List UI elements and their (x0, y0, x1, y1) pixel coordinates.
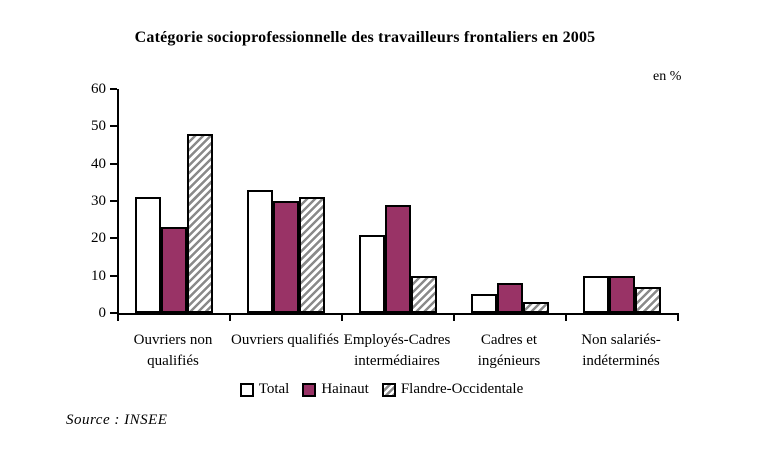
legend-swatch-white (239, 382, 254, 397)
x-tick-mark-2 (341, 315, 343, 321)
legend-item-flandre-occidentale: Flandre-Occidentale (381, 381, 524, 398)
legend-label: Flandre-Occidentale (400, 381, 524, 397)
bar-hainaut-group-5 (609, 276, 635, 313)
legend-label: Hainaut (321, 381, 369, 397)
legend-swatch-solid-plum (302, 382, 317, 397)
y-tick-label-40: 40 (91, 155, 106, 172)
y-tick-label-10: 10 (91, 267, 106, 284)
x-category-label-4: Cadres et ingénieurs (477, 332, 541, 369)
legend-label: Total (258, 381, 290, 397)
x-tick-mark-0 (117, 315, 119, 321)
y-tick-mark-50 (110, 125, 117, 128)
bar-total-group-3 (359, 235, 385, 313)
bar-hainaut-group-1 (161, 227, 187, 313)
bar-flandre-occidentale-group-3 (411, 276, 437, 313)
legend: Total Hainaut Flandre-Occidentale (0, 381, 763, 398)
x-tick-mark-4 (565, 315, 567, 321)
y-tick-label-60: 60 (91, 81, 106, 97)
y-tick-label-0: 0 (98, 305, 107, 321)
chart-title: Catégorie socioprofessionnelle des trava… (134, 29, 596, 46)
legend-item-hainaut: Hainaut (302, 381, 369, 398)
y-tick-label-50: 50 (91, 118, 106, 135)
y-tick-mark-40 (110, 162, 117, 165)
plot-area (117, 89, 679, 315)
x-category-label-2: Ouvriers qualifiés (231, 332, 339, 348)
y-tick-label-30: 30 (91, 193, 106, 209)
y-tick-mark-30 (110, 200, 117, 202)
bar-total-group-1 (135, 197, 161, 313)
unit-label: en % (653, 69, 682, 84)
y-tick-mark-10 (110, 274, 117, 277)
x-tick-mark-3 (453, 315, 455, 321)
bar-flandre-occidentale-group-1 (187, 134, 213, 313)
x-category-label-1: Ouvriers non qualifiés (133, 332, 213, 369)
bar-hainaut-group-3 (385, 205, 411, 313)
legend-item-total: Total (239, 381, 290, 398)
y-tick-mark-0 (110, 312, 117, 314)
bar-flandre-occidentale-group-4 (523, 302, 549, 313)
x-tick-mark-5 (677, 315, 679, 321)
bar-hainaut-group-4 (497, 283, 523, 313)
legend-swatch-hatched (381, 382, 396, 397)
bar-hainaut-group-2 (273, 201, 299, 313)
source-note: Source : INSEE (66, 412, 168, 428)
y-tick-label-20: 20 (91, 230, 106, 247)
y-tick-mark-60 (110, 88, 117, 90)
x-category-label-3: Employés-Cadres intermédiaires (343, 332, 451, 369)
x-tick-mark-1 (229, 315, 231, 321)
bar-total-group-2 (247, 190, 273, 313)
bar-flandre-occidentale-group-2 (299, 197, 325, 313)
y-tick-mark-20 (110, 237, 117, 240)
bar-total-group-5 (583, 276, 609, 313)
bar-total-group-4 (471, 294, 497, 313)
bar-flandre-occidentale-group-5 (635, 287, 661, 313)
x-category-label-5: Non salariés-indéterminés (581, 332, 661, 369)
